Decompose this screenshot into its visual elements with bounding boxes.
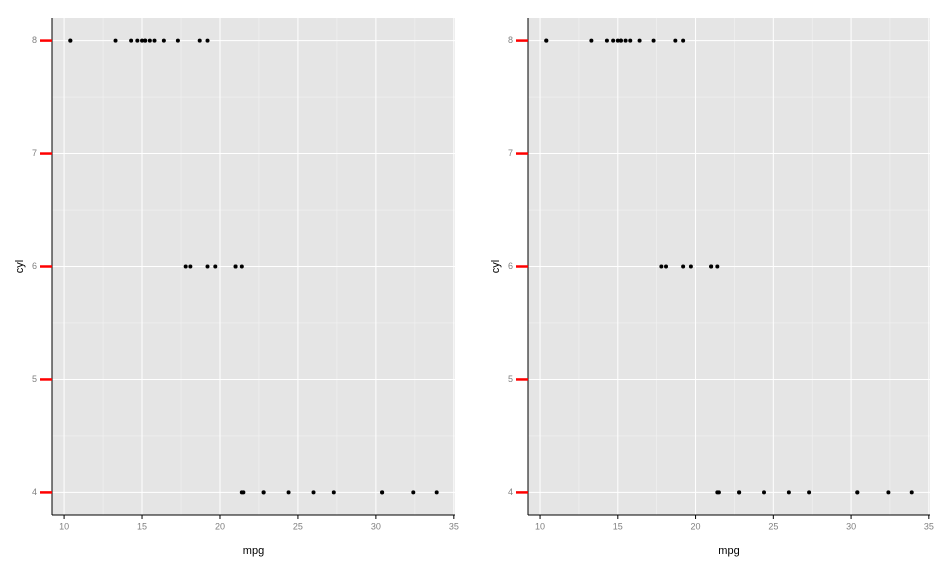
x-tick-label: 25: [768, 521, 778, 531]
point: [239, 264, 244, 269]
x-tick-label: 10: [535, 521, 545, 531]
point: [618, 38, 623, 43]
point: [786, 490, 791, 495]
point: [623, 38, 628, 43]
point: [68, 38, 73, 43]
point: [761, 490, 766, 495]
point: [183, 264, 188, 269]
x-tick-label: 15: [613, 521, 623, 531]
point: [615, 38, 620, 43]
point: [188, 264, 193, 269]
point: [286, 490, 291, 495]
y-tick-label: 6: [508, 261, 513, 271]
point: [651, 38, 656, 43]
point: [681, 38, 686, 43]
point: [589, 38, 594, 43]
x-tick-label: 20: [691, 521, 701, 531]
point: [664, 264, 669, 269]
point: [380, 490, 385, 495]
y-tick-label: 5: [32, 374, 37, 384]
y-axis-title: cyl: [14, 260, 26, 273]
point: [411, 490, 416, 495]
point: [434, 490, 439, 495]
x-tick-label: 20: [215, 521, 225, 531]
y-tick-label: 5: [508, 374, 513, 384]
point: [129, 38, 134, 43]
y-tick-label: 7: [508, 148, 513, 158]
y-tick-label: 8: [508, 35, 513, 45]
point: [737, 490, 742, 495]
point: [688, 264, 693, 269]
point: [715, 490, 720, 495]
point: [628, 38, 633, 43]
point: [143, 38, 148, 43]
point: [709, 264, 714, 269]
point: [611, 38, 616, 43]
x-tick-label: 35: [449, 521, 459, 531]
y-tick-label: 4: [32, 487, 37, 497]
x-tick-label: 25: [293, 521, 303, 531]
point: [205, 38, 210, 43]
point: [715, 264, 720, 269]
point: [152, 38, 157, 43]
point: [239, 490, 244, 495]
point: [807, 490, 812, 495]
x-tick-label: 15: [137, 521, 147, 531]
point: [161, 38, 166, 43]
point: [886, 490, 891, 495]
point: [681, 264, 686, 269]
point: [113, 38, 118, 43]
x-tick-label: 10: [59, 521, 69, 531]
point: [197, 38, 202, 43]
point: [311, 490, 316, 495]
x-tick-label: 35: [924, 521, 934, 531]
point: [544, 38, 549, 43]
point: [147, 38, 152, 43]
point: [205, 264, 210, 269]
point: [637, 38, 642, 43]
y-tick-label: 7: [32, 148, 37, 158]
y-tick-label: 4: [508, 487, 513, 497]
point: [175, 38, 180, 43]
x-tick-label: 30: [846, 521, 856, 531]
point: [673, 38, 678, 43]
point: [135, 38, 140, 43]
point: [140, 38, 145, 43]
point: [261, 490, 266, 495]
point: [213, 264, 218, 269]
y-tick-label: 6: [32, 261, 37, 271]
point: [331, 490, 336, 495]
point: [909, 490, 914, 495]
y-axis-title: cyl: [490, 260, 502, 273]
y-tick-label: 8: [32, 35, 37, 45]
point: [855, 490, 860, 495]
point: [233, 264, 238, 269]
point: [659, 264, 664, 269]
x-axis-title: mpg: [243, 545, 264, 557]
point: [604, 38, 609, 43]
x-tick-label: 30: [371, 521, 381, 531]
x-axis-title: mpg: [718, 545, 739, 557]
